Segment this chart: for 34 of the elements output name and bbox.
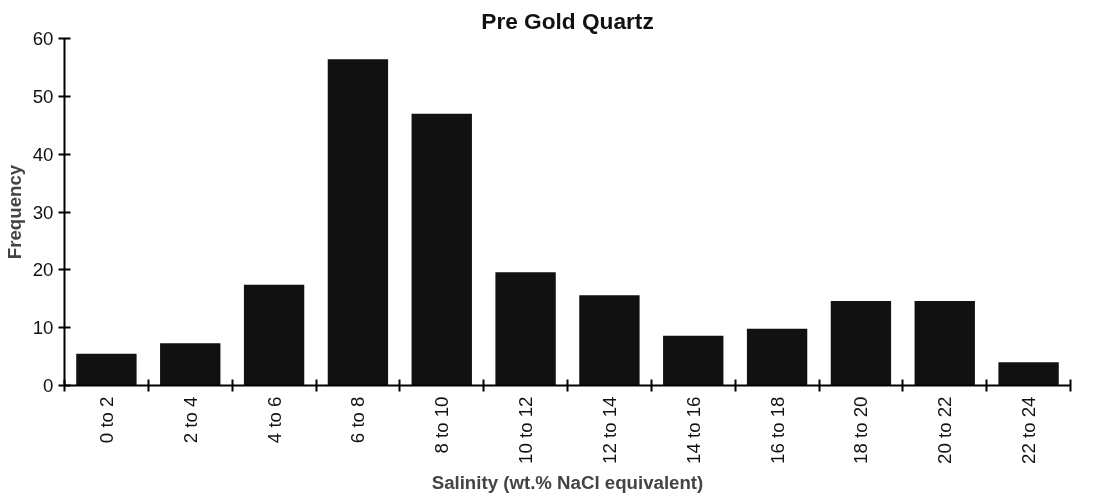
x-tick-label: 6 to 8 <box>347 396 369 444</box>
x-tick-label: 20 to 22 <box>934 396 956 464</box>
bar <box>830 301 892 386</box>
bar <box>243 284 305 386</box>
x-tick-label: 8 to 10 <box>431 396 453 454</box>
bar <box>495 272 556 386</box>
y-tick-label: 30 <box>32 201 54 223</box>
bar <box>579 295 640 386</box>
x-tick-label: 22 to 24 <box>1018 396 1040 464</box>
bar <box>327 59 389 386</box>
y-tick-label: 40 <box>32 143 54 165</box>
bar <box>663 335 724 386</box>
bar <box>160 343 221 386</box>
x-axis-title: Salinity (wt.% NaCl equivalent) <box>431 471 704 493</box>
bar <box>998 362 1059 386</box>
bar <box>411 113 472 386</box>
y-tick-label: 10 <box>32 317 54 339</box>
bar <box>914 301 975 386</box>
x-tick-label: 10 to 12 <box>515 396 537 464</box>
x-tick-label: 12 to 14 <box>598 396 620 464</box>
y-axis-title: Frequency <box>3 164 25 260</box>
y-tick-label: 60 <box>32 28 54 49</box>
x-tick-label: 0 to 2 <box>95 396 117 444</box>
y-tick-label: 50 <box>32 85 54 107</box>
y-tick-label: 0 <box>43 375 54 396</box>
x-tick-label: 4 to 6 <box>263 396 285 444</box>
bar <box>746 328 808 386</box>
chart-title: Pre Gold Quartz <box>481 7 654 34</box>
x-tick-label: 14 to 16 <box>682 396 704 464</box>
bar <box>76 353 137 386</box>
x-tick-label: 16 to 18 <box>766 396 788 464</box>
y-tick-label: 20 <box>32 259 54 281</box>
x-tick-label: 18 to 20 <box>850 396 872 464</box>
x-tick-label: 2 to 4 <box>179 396 201 444</box>
